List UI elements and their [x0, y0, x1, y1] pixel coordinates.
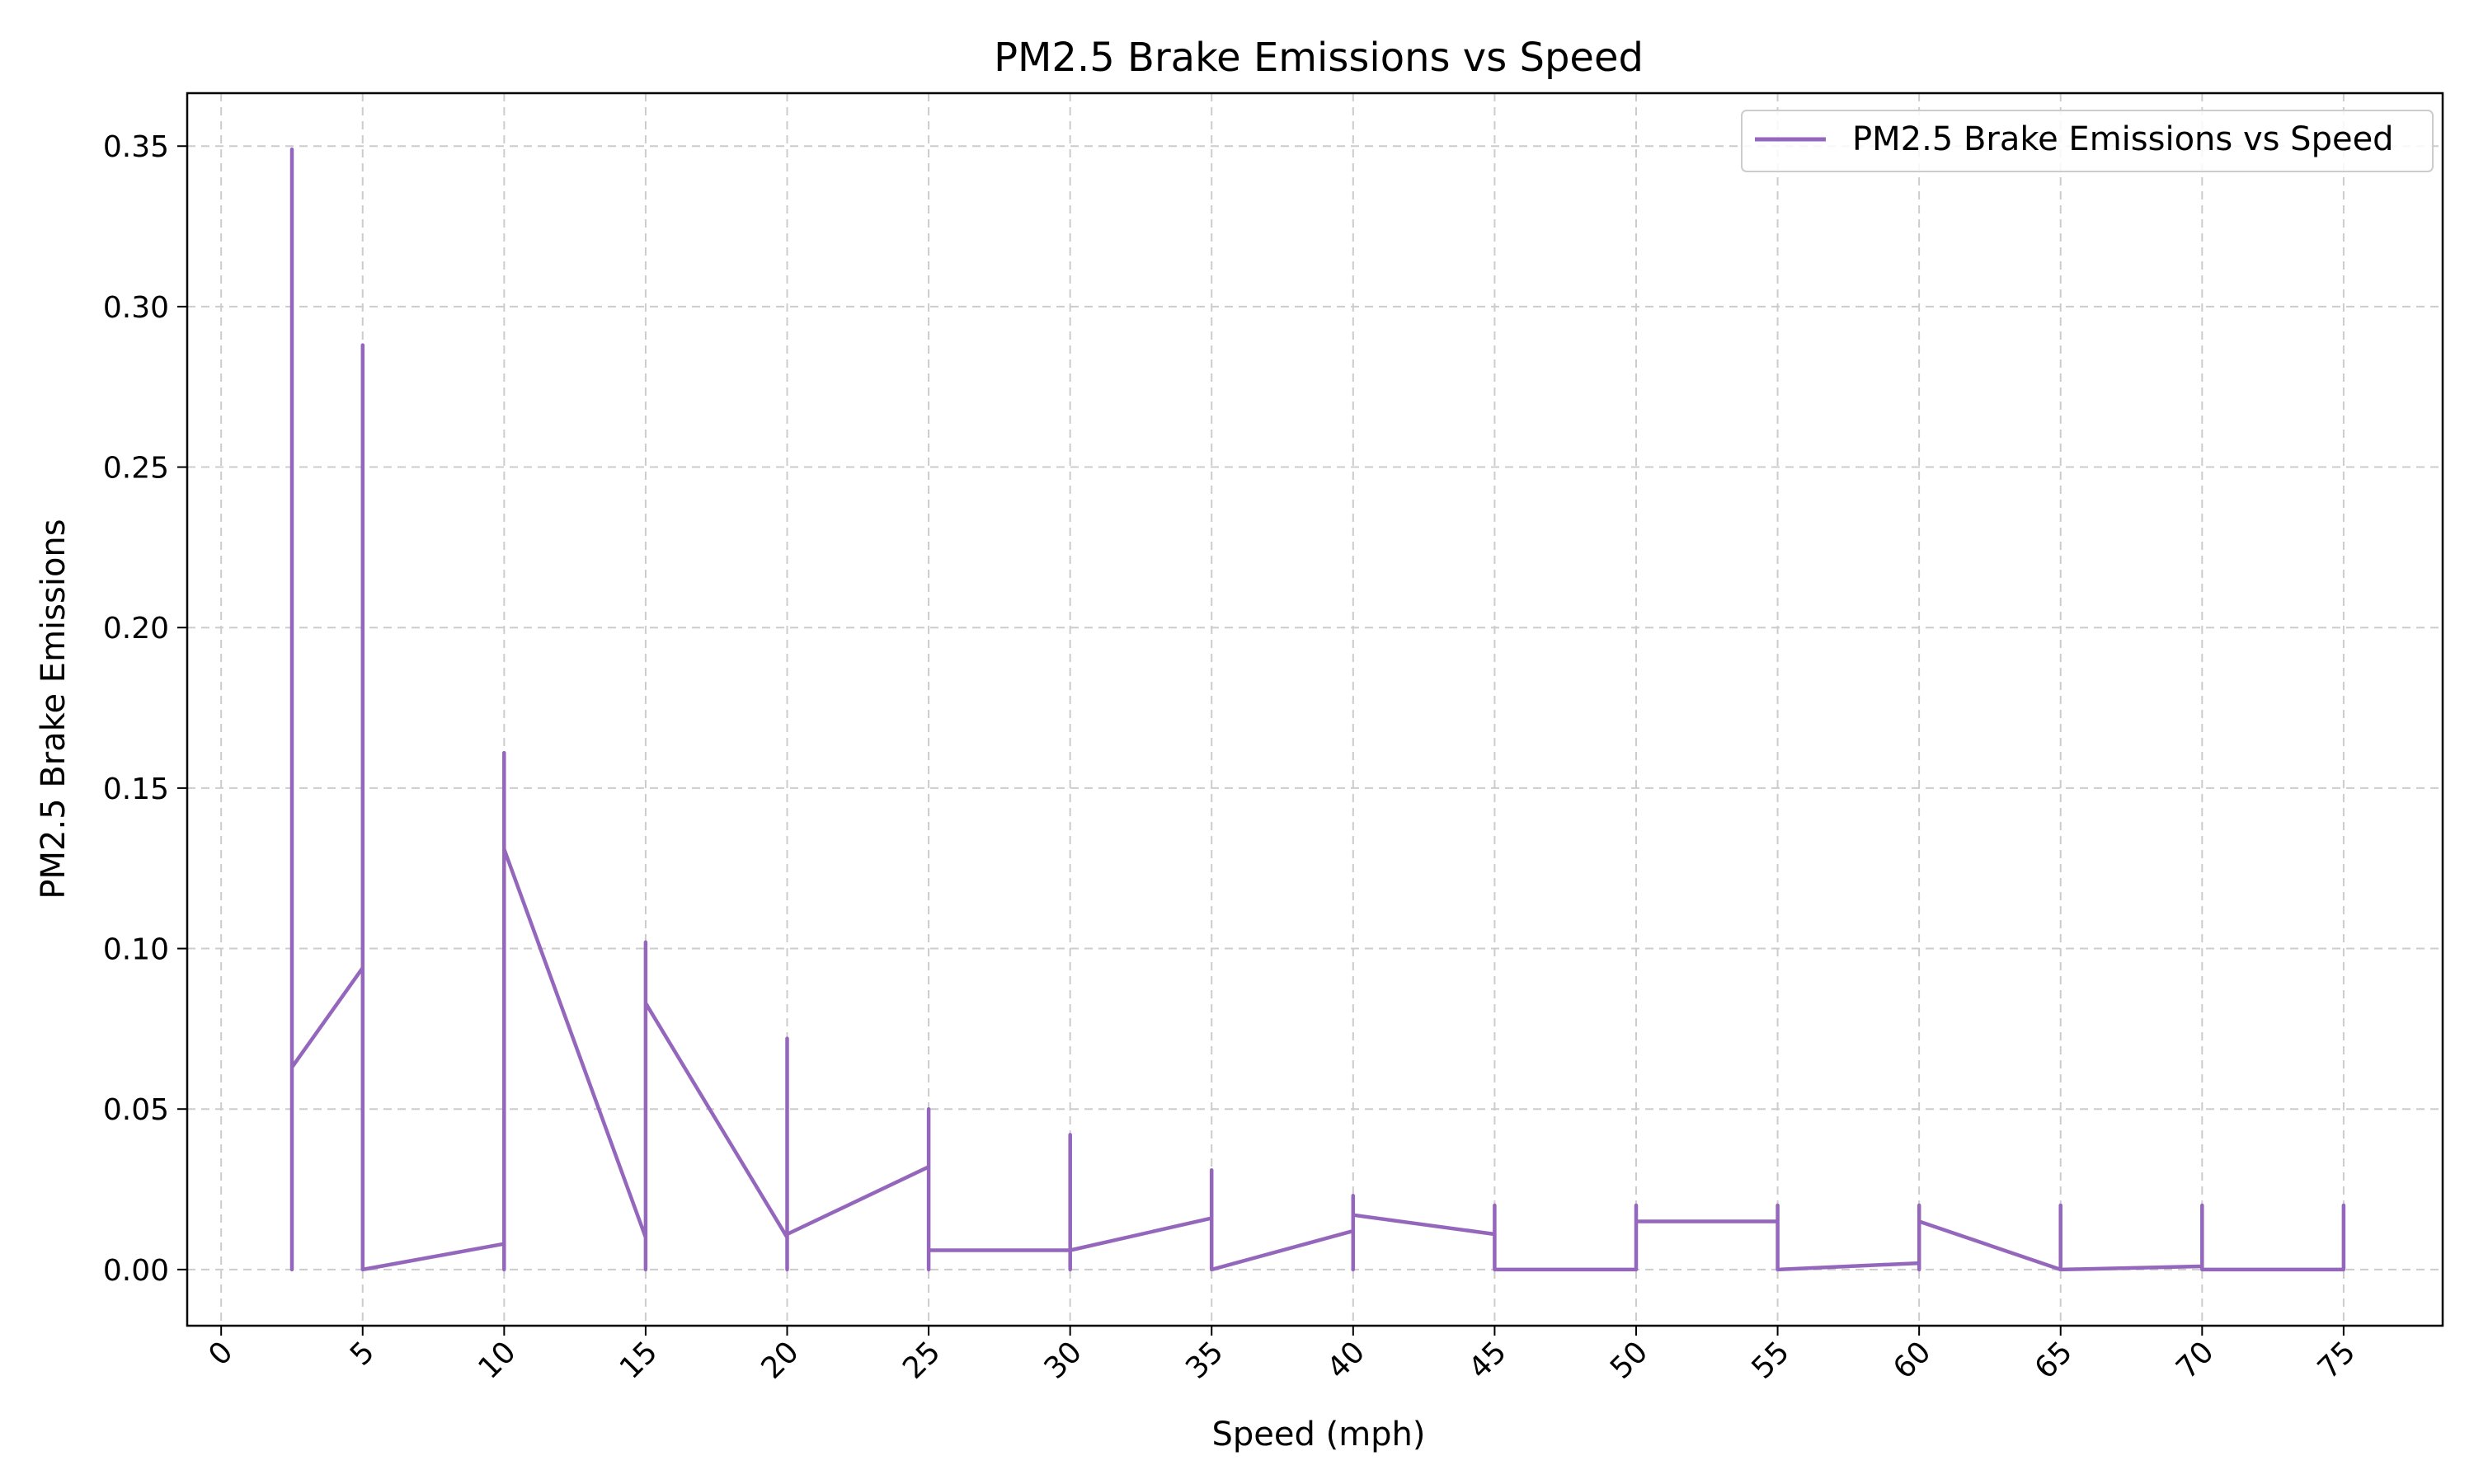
series-line — [289, 147, 2346, 1272]
y-tick-label: 0.05 — [103, 1093, 169, 1127]
legend-box — [1741, 110, 2434, 172]
legend-label: PM2.5 Brake Emissions vs Speed — [1852, 120, 2394, 158]
data-series — [289, 147, 2346, 1272]
y-tick-label: 0.15 — [103, 773, 169, 806]
plot-area-frame — [186, 92, 2444, 1327]
y-tick-label: 0.10 — [103, 933, 169, 967]
y-axis-title: PM2.5 Brake Emissions — [35, 519, 73, 899]
y-tick-label: 0.20 — [103, 612, 169, 646]
legend: PM2.5 Brake Emissions vs Speed — [1741, 110, 2434, 172]
chart-title: PM2.5 Brake Emissions vs Speed — [994, 35, 1644, 81]
y-tick-label: 0.35 — [103, 130, 169, 164]
y-tick-label: 0.30 — [103, 291, 169, 325]
y-tick-label: 0.25 — [103, 452, 169, 486]
y-tick-label: 0.00 — [103, 1254, 169, 1288]
y-axis-ticks: 0.00 0.05 0.10 0.15 0.20 0.25 0.30 0.35 — [103, 130, 187, 1288]
x-axis-title: Speed (mph) — [1211, 1416, 1425, 1453]
